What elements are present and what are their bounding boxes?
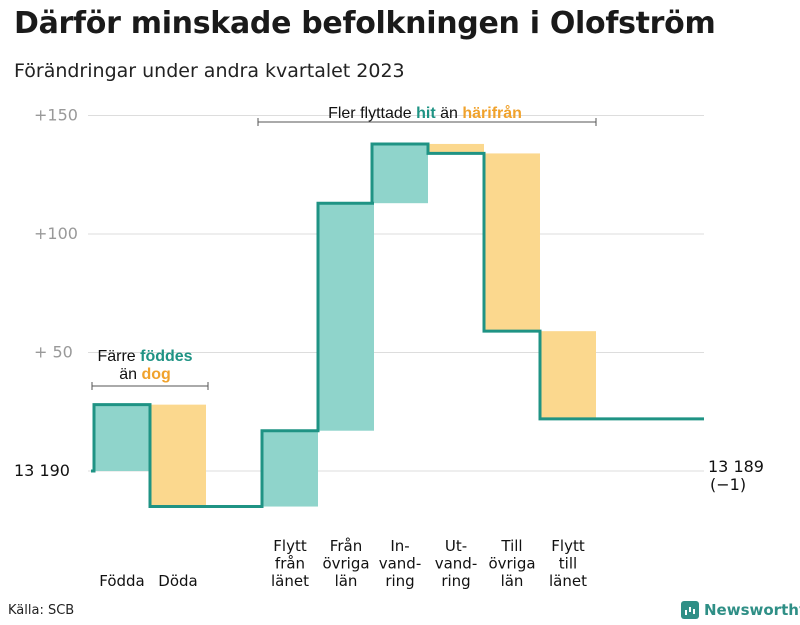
x-label-2-line-2: länet bbox=[271, 572, 309, 590]
svg-text:än dog: än dog bbox=[119, 366, 171, 383]
x-label-3-line-2: län bbox=[335, 572, 358, 590]
births-annotation: Färre föddes än dog bbox=[91, 348, 209, 390]
y-tick-label-2: +100 bbox=[34, 224, 78, 243]
x-label-6-line-1: övriga bbox=[488, 555, 535, 573]
x-label-4-line-2: ring bbox=[385, 572, 414, 590]
bar-0 bbox=[94, 404, 150, 471]
bar-4 bbox=[372, 143, 428, 204]
end-change-label: (−1) bbox=[710, 475, 746, 494]
chart-title: Därför minskade befolkningen i Olofström bbox=[14, 6, 716, 41]
x-label-7-line-2: länet bbox=[549, 572, 587, 590]
newsworthy-logo-icon bbox=[681, 601, 699, 619]
x-label-7-line-1: till bbox=[559, 555, 577, 573]
x-label-5-line-1: vand- bbox=[435, 555, 478, 573]
bar-6 bbox=[484, 153, 540, 332]
x-label-0-line-0: Födda bbox=[99, 572, 145, 590]
x-label-2-line-0: Flytt bbox=[273, 537, 307, 555]
svg-text:Fler flyttade hit än härifrån: Fler flyttade hit än härifrån bbox=[328, 104, 522, 122]
brand-name: Newsworthy bbox=[704, 601, 800, 619]
migration-annotation-hit: hit bbox=[416, 105, 436, 122]
y-tick-label-1: + 50 bbox=[34, 343, 73, 362]
x-label-6-line-2: län bbox=[501, 572, 524, 590]
brand-logo: Newsworthy bbox=[681, 601, 800, 619]
y-tick-label-3: +150 bbox=[34, 106, 78, 125]
x-label-7-line-0: Flytt bbox=[551, 537, 585, 555]
births-annotation-prefix: Färre bbox=[97, 348, 140, 365]
x-label-4-line-1: vand- bbox=[379, 555, 422, 573]
bar-3 bbox=[318, 203, 374, 431]
x-label-1-line-0: Döda bbox=[158, 572, 197, 590]
x-label-2-line-1: från bbox=[275, 555, 305, 573]
x-label-4-line-0: In- bbox=[390, 537, 409, 555]
bar-1 bbox=[150, 404, 206, 507]
end-value-label: 13 189 bbox=[708, 457, 764, 476]
chart-subtitle: Förändringar under andra kvartalet 2023 bbox=[14, 60, 405, 82]
x-label-5-line-0: Ut- bbox=[445, 537, 467, 555]
migration-annotation-harifran: härifrån bbox=[462, 104, 522, 122]
bar-7 bbox=[540, 331, 596, 419]
y-axis-ticks: 13 190 + 50 +100 +150 bbox=[14, 106, 78, 481]
migration-annotation-prefix: Fler flyttade bbox=[328, 105, 416, 122]
bar-5 bbox=[428, 143, 484, 154]
end-label: 13 189 (−1) bbox=[708, 457, 764, 494]
births-annotation-foddes: föddes bbox=[140, 348, 193, 365]
x-label-5-line-2: ring bbox=[441, 572, 470, 590]
y-tick-label-0: 13 190 bbox=[14, 461, 70, 480]
births-annotation-dog: dog bbox=[141, 366, 170, 383]
source-note: Källa: SCB bbox=[8, 603, 75, 618]
svg-text:Färre föddes: Färre föddes bbox=[97, 348, 192, 365]
running-total-line bbox=[91, 142, 704, 509]
x-label-6-line-0: Till bbox=[500, 537, 522, 555]
running-total-path bbox=[91, 142, 704, 509]
x-label-3-line-0: Från bbox=[330, 537, 362, 555]
bar-2 bbox=[262, 430, 318, 507]
waterfall-bars bbox=[94, 143, 596, 507]
x-axis-labels: Födda DödaFlyttfrånlänetFrånövrigalänIn-v… bbox=[99, 537, 587, 590]
births-annotation-prefix2: än bbox=[119, 366, 141, 383]
x-label-3-line-1: övriga bbox=[322, 555, 369, 573]
migration-annotation: Fler flyttade hit än härifrån bbox=[257, 104, 597, 126]
migration-annotation-middle: än bbox=[436, 105, 463, 122]
